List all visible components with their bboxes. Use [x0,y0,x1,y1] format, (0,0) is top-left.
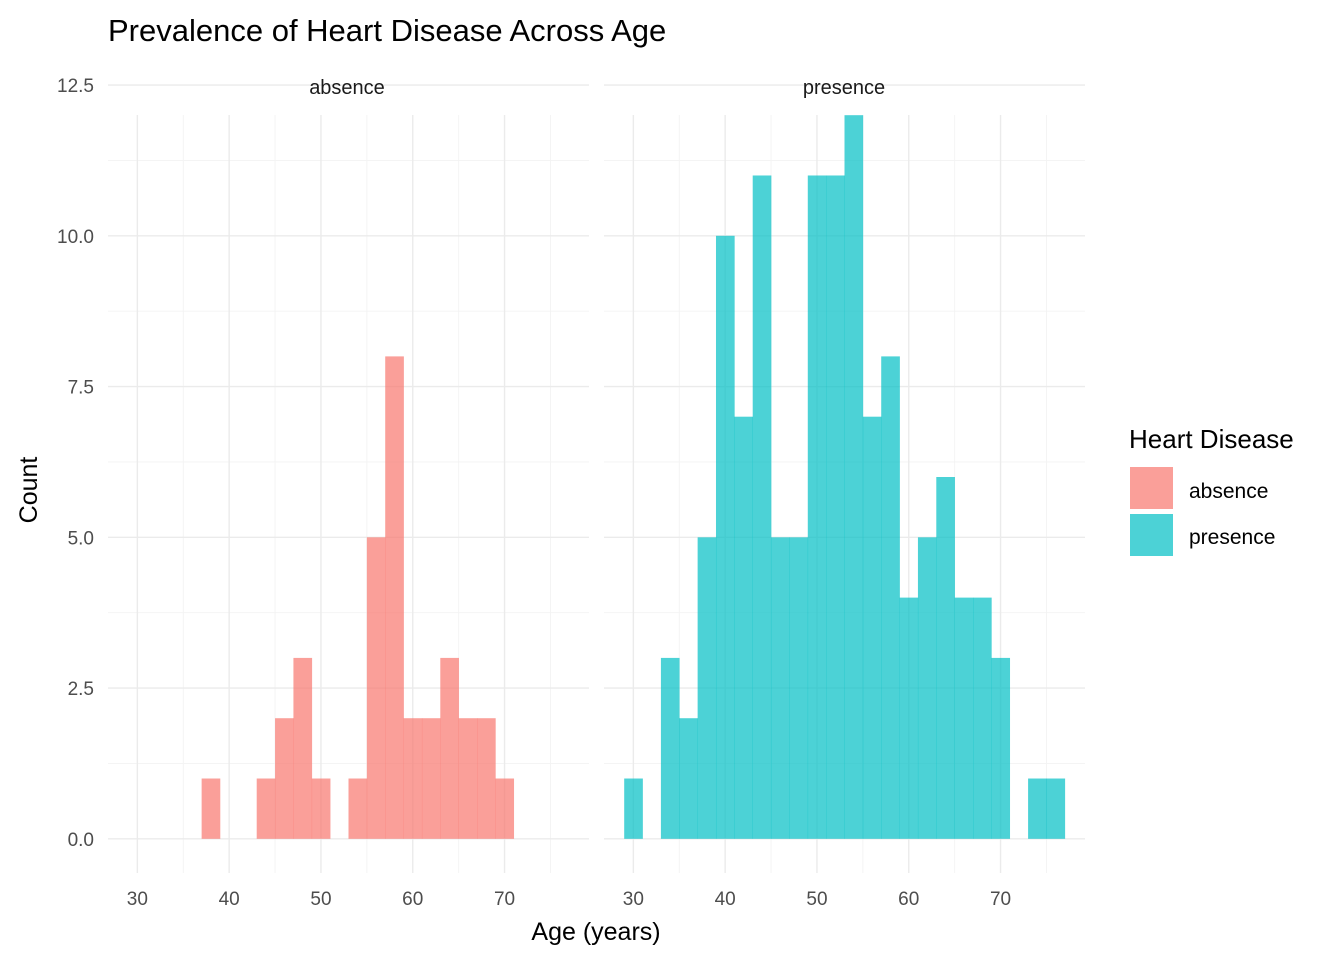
histogram-bar-presence [715,235,735,839]
histogram-bar-presence [826,175,845,839]
x-tick-label: 60 [402,889,423,910]
histogram-bar-presence [771,537,790,839]
x-tick-label: 50 [806,889,827,910]
histogram-bar-absence [275,718,294,839]
legend-label-presence: presence [1189,526,1275,549]
histogram-bar-absence [293,657,313,839]
histogram-bar-presence [1028,778,1047,839]
histogram-bar-presence [917,537,937,839]
legend-title: Heart Disease [1129,424,1294,454]
legend-label-absence: absence [1189,480,1268,503]
histogram-bar-absence [403,718,423,839]
x-tick-label: 30 [623,889,644,910]
x-tick-labels-presence: 30 40 50 60 70 [623,889,1011,910]
y-tick-label: 10.0 [57,227,94,248]
histogram-bar-presence [624,778,643,839]
y-tick-labels: 0.0 2.5 5.0 7.5 10.0 12.5 [57,76,94,851]
legend-key-absence [1130,467,1173,509]
histogram-bar-absence [366,537,386,839]
histogram-bar-presence [679,718,698,839]
y-tick-label: 2.5 [68,679,94,700]
histogram-bar-presence [862,416,882,839]
facet-panel-absence: absence 30 40 50 60 70 [108,77,589,910]
y-tick-label: 0.0 [68,830,94,851]
facet-panel-presence: presence 30 40 50 60 70 [604,77,1085,910]
facet-strip-label-presence: presence [803,77,885,99]
histogram-bar-presence [734,416,754,839]
histogram-bar-absence [421,718,441,839]
y-axis-title: Count [15,457,43,524]
histogram-bar-presence [752,175,772,839]
histogram-bar-presence [789,537,809,839]
facet-grid-absence [108,84,589,873]
x-tick-label: 40 [219,889,240,910]
histogram-bar-presence [807,175,827,839]
x-tick-labels-absence: 30 40 50 60 70 [127,889,515,910]
histogram-bar-absence [477,718,496,839]
histogram-bar-presence [660,657,680,839]
x-axis-title: Age (years) [531,918,660,946]
histogram-bar-absence [348,778,368,839]
histogram-bar-presence [973,597,992,839]
facet-bars-presence [624,115,1066,839]
x-tick-label: 30 [127,889,148,910]
histogram-bar-presence [881,356,900,839]
x-tick-label: 40 [715,889,736,910]
x-tick-label: 70 [990,889,1011,910]
x-tick-label: 60 [898,889,919,910]
histogram-bar-absence [201,778,221,839]
histogram-bar-presence [899,597,919,839]
histogram-bar-presence [1046,778,1066,839]
histogram-bar-absence [385,356,404,839]
facet-bars-absence [201,356,515,839]
histogram-bar-presence [954,597,974,839]
histogram-bar-presence [936,477,955,839]
histogram-bar-absence [311,778,331,839]
y-tick-label: 5.0 [68,528,94,549]
histogram-bar-presence [991,657,1011,839]
y-tick-label: 12.5 [57,76,94,97]
y-tick-label: 7.5 [68,378,94,399]
histogram-bar-absence [440,657,459,839]
x-tick-label: 70 [494,889,515,910]
histogram-bar-presence [697,537,717,839]
histogram-bar-absence [495,778,515,839]
facet-strip-label-absence: absence [309,77,385,99]
histogram-bar-absence [256,778,276,839]
chart-title: Prevalence of Heart Disease Across Age [108,13,666,48]
x-tick-label: 50 [310,889,331,910]
legend-key-presence [1130,514,1173,556]
histogram-bar-presence [844,115,864,839]
histogram-bar-absence [458,718,478,839]
legend: Heart Disease absence presence [1129,424,1294,556]
